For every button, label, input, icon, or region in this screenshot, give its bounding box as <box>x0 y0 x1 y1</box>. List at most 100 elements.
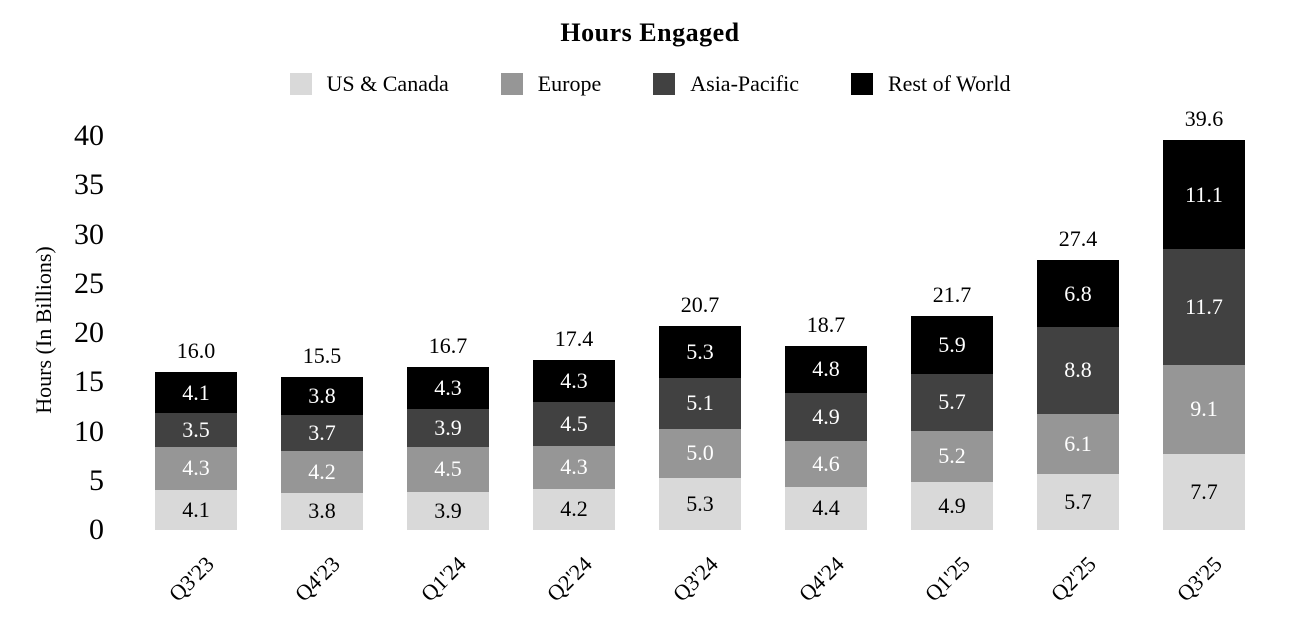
legend-item-us-canada: US & Canada <box>289 71 449 96</box>
legend-item-asia-pacific: Asia-Pacific <box>653 72 799 96</box>
y-tick-15: 15 <box>74 365 104 399</box>
segment-value-label: 3.7 <box>308 420 336 445</box>
segment-value-label: 9.1 <box>1190 396 1218 422</box>
segment-rest-of-world-q1-25: 5.9 <box>911 316 993 375</box>
segment-value-label: 11.7 <box>1185 293 1223 319</box>
legend-label-us-canada: US & Canada <box>326 71 449 96</box>
segment-us-canada-q3-25: 7.7 <box>1163 454 1245 530</box>
segment-value-label: 4.2 <box>560 496 588 522</box>
x-label-q3-24: Q3'24 <box>667 551 723 607</box>
total-label-q3-25: 39.6 <box>1184 105 1224 131</box>
segment-value-label: 4.1 <box>182 379 210 405</box>
bar-q2-24: 4.2 4.3 4.5 4.3 <box>533 359 615 530</box>
segment-value-label: 4.3 <box>434 374 462 400</box>
segment-rest-of-world-q3-23: 4.1 <box>155 372 237 413</box>
segment-value-label: 3.8 <box>308 498 336 524</box>
y-tick-35: 35 <box>74 168 104 202</box>
x-label-q3-25: Q3'25 <box>1171 551 1227 607</box>
legend: US & Canada Europe Asia-Pacific Rest of Wor… <box>0 72 1300 96</box>
segment-us-canada-q4-23: 3.8 <box>281 492 363 530</box>
legend-label-asia-pacific: Asia-Pacific <box>690 71 799 96</box>
y-tick-40: 40 <box>74 119 104 152</box>
legend-label-rest-of-world: Rest of World <box>887 71 1011 96</box>
segment-value-label: 4.9 <box>812 404 840 430</box>
x-label-q2-24: Q2'24 <box>541 551 597 607</box>
segment-us-canada-q1-24: 3.9 <box>407 491 489 530</box>
bar-q3-25: 7.7 9.1 11.7 11.1 <box>1163 139 1245 530</box>
segment-value-label: 4.9 <box>938 492 966 518</box>
segment-europe-q3-23: 4.3 <box>155 447 237 490</box>
x-label-q4-24: Q4'24 <box>793 551 849 607</box>
bar-q3-24: 5.3 5.0 5.1 5.3 <box>659 326 741 530</box>
segment-rest-of-world-q3-24: 5.3 <box>659 326 741 379</box>
segment-value-label: 11.1 <box>1185 181 1223 207</box>
x-label-q1-24: Q1'24 <box>415 551 471 607</box>
legend-swatch-europe <box>500 73 523 95</box>
total-label-q1-25: 21.7 <box>932 282 972 308</box>
segment-value-label: 3.9 <box>434 497 462 523</box>
y-tick-25: 25 <box>74 266 104 300</box>
segment-us-canada-q2-25: 5.7 <box>1037 473 1119 530</box>
segment-rest-of-world-q2-25: 6.8 <box>1037 260 1119 328</box>
segment-asia-pacific-q2-24: 4.5 <box>533 401 615 447</box>
total-label-q2-24: 17.4 <box>554 325 594 351</box>
segment-rest-of-world-q3-25: 11.1 <box>1163 139 1245 250</box>
segment-us-canada-q3-24: 5.3 <box>659 477 741 530</box>
y-tick-10: 10 <box>74 414 104 448</box>
legend-swatch-us-canada <box>289 73 312 95</box>
x-label-q1-25: Q1'25 <box>919 551 975 607</box>
total-label-q3-24: 20.7 <box>680 292 720 318</box>
total-label-q4-24: 18.7 <box>806 311 846 337</box>
segment-rest-of-world-q4-23: 3.8 <box>281 377 363 415</box>
total-label-q1-24: 16.7 <box>428 332 468 358</box>
segment-value-label: 4.3 <box>560 367 588 393</box>
legend-swatch-rest-of-world <box>850 73 873 95</box>
bar-q3-23: 4.1 4.3 3.5 4.1 <box>155 372 237 530</box>
segment-us-canada-q2-24: 4.2 <box>533 488 615 530</box>
segment-asia-pacific-q1-25: 5.7 <box>911 374 993 431</box>
x-label-q3-23: Q3'23 <box>163 551 219 607</box>
bar-q1-25: 4.9 5.2 5.7 5.9 <box>911 316 993 530</box>
segment-europe-q2-25: 6.1 <box>1037 413 1119 474</box>
segment-value-label: 5.2 <box>938 443 966 469</box>
segment-value-label: 4.3 <box>560 454 588 480</box>
segment-asia-pacific-q1-24: 3.9 <box>407 408 489 448</box>
legend-item-europe: Europe <box>500 72 601 96</box>
segment-value-label: 8.8 <box>1064 357 1092 383</box>
segment-europe-q1-24: 4.5 <box>407 447 489 492</box>
segment-value-label: 4.1 <box>182 496 210 522</box>
segment-europe-q3-25: 9.1 <box>1163 364 1245 455</box>
segment-us-canada-q1-25: 4.9 <box>911 481 993 530</box>
segment-value-label: 5.3 <box>686 490 714 516</box>
segment-value-label: 5.1 <box>686 390 714 416</box>
segment-value-label: 4.8 <box>812 356 840 382</box>
segment-value-label: 7.7 <box>1190 479 1218 505</box>
bar-q4-23: 3.8 4.2 3.7 3.8 <box>281 377 363 530</box>
total-label-q3-23: 16.0 <box>176 338 216 364</box>
segment-value-label: 3.5 <box>182 417 210 443</box>
segment-rest-of-world-q1-24: 4.3 <box>407 366 489 409</box>
segment-asia-pacific-q3-24: 5.1 <box>659 378 741 429</box>
segment-rest-of-world-q2-24: 4.3 <box>533 359 615 402</box>
legend-item-rest-of-world: Rest of World <box>850 71 1011 96</box>
segment-value-label: 4.4 <box>812 495 840 521</box>
segment-value-label: 4.3 <box>182 455 210 481</box>
segment-europe-q1-25: 5.2 <box>911 430 993 482</box>
segment-europe-q4-23: 4.2 <box>281 451 363 493</box>
segment-asia-pacific-q3-25: 11.7 <box>1163 249 1245 365</box>
segment-us-canada-q3-23: 4.1 <box>155 489 237 530</box>
segment-value-label: 5.9 <box>938 332 966 358</box>
segment-us-canada-q4-24: 4.4 <box>785 486 867 530</box>
segment-value-label: 4.2 <box>308 458 336 484</box>
segment-europe-q4-24: 4.6 <box>785 441 867 487</box>
segment-value-label: 6.1 <box>1064 430 1092 456</box>
segment-value-label: 5.7 <box>938 389 966 415</box>
segment-value-label: 3.8 <box>308 383 336 409</box>
segment-value-label: 5.0 <box>686 440 714 466</box>
segment-value-label: 3.9 <box>434 415 462 441</box>
segment-asia-pacific-q2-25: 8.8 <box>1037 327 1119 414</box>
bar-q2-25: 5.7 6.1 8.8 6.8 <box>1037 260 1119 530</box>
segment-value-label: 4.5 <box>560 411 588 437</box>
